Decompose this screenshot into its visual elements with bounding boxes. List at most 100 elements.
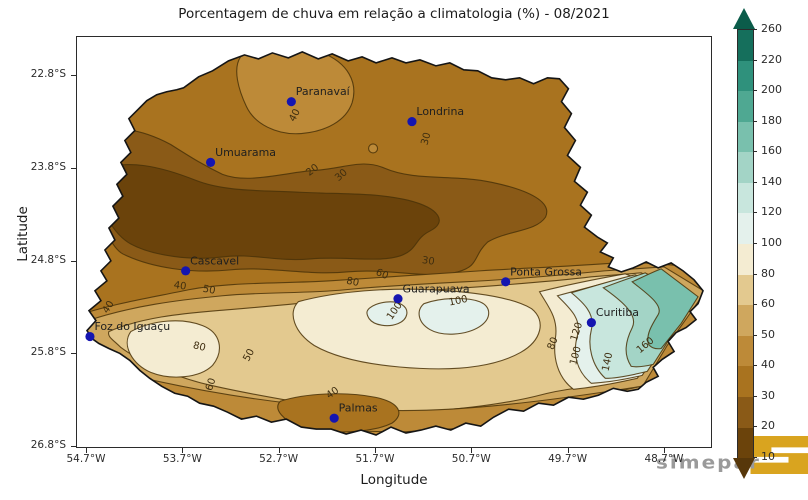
colorbar-segment (738, 274, 753, 306)
region-paranavai-40-50 (236, 51, 355, 135)
colorbar-tick-mark (753, 29, 757, 30)
x-tick-mark (663, 448, 665, 453)
colorbar (737, 29, 754, 459)
x-tick-label: 50.7°W (451, 453, 491, 465)
colorbar-tick-mark (753, 151, 757, 153)
city-dot (407, 117, 417, 127)
colorbar-tick-mark (753, 334, 757, 336)
chart-title: Porcentagem de chuva em relação a climat… (178, 6, 610, 22)
contour-value-label: 80 (345, 276, 360, 289)
contour-value-label: 80 (192, 340, 207, 354)
small-contour-ring (368, 143, 379, 154)
colorbar-tick-label: 60 (761, 297, 775, 311)
x-tick-mark (86, 448, 87, 453)
region-guarapuava-100-b (418, 298, 490, 335)
colorbar-segment (738, 121, 753, 153)
colorbar-tick-label: 10 (761, 450, 775, 463)
region-guarapuava-100-a (366, 301, 408, 327)
colorbar-tick-label: 220 (761, 52, 782, 66)
x-tick-label: 52.7°W (259, 453, 299, 465)
region-west-80-100 (126, 320, 220, 378)
colorbar-segment (738, 30, 753, 61)
x-tick-label: 51.7°W (355, 453, 395, 465)
colorbar-segment (738, 60, 753, 92)
y-tick-label: 25.8°S (30, 346, 66, 359)
colorbar-tick-label: 120 (761, 205, 782, 219)
colorbar-over-arrow (733, 8, 755, 29)
y-tick-label: 23.8°S (30, 160, 66, 173)
y-tick-label: 26.8°S (30, 439, 66, 451)
y-tick-mark (71, 260, 76, 262)
colorbar-tick-label: 80 (761, 266, 775, 280)
city-dot (393, 294, 403, 304)
city-label: Londrina (416, 105, 464, 118)
y-axis-label: Latitude (15, 206, 31, 262)
city-dot (286, 97, 296, 107)
map-plot-area: 40 30 20 30 30 60 80 40 40 50 80 50 60 40 100 100 80 100 1… (76, 36, 808, 474)
colorbar-tick-mark (753, 212, 757, 214)
colorbar-tick-mark (753, 395, 757, 397)
city-dot (205, 157, 216, 167)
contour-value-label: 30 (420, 131, 434, 146)
contour-value-label: 50 (202, 284, 216, 297)
colorbar-segment (738, 182, 753, 214)
colorbar-tick-mark (753, 365, 757, 367)
colorbar-segment (738, 91, 753, 122)
colorbar-segment (738, 335, 753, 367)
contour-value-label: 60 (204, 377, 218, 392)
city-label: Foz do Iguaçu (94, 320, 170, 333)
city-label: Guarapuava (402, 282, 469, 295)
colorbar-segment (738, 396, 753, 428)
x-tick-label: 53.7°W (162, 453, 202, 465)
colorbar-tick-mark (753, 90, 757, 92)
y-tick-mark (71, 75, 76, 76)
colorbar-tick-label: 160 (761, 144, 782, 158)
city-label: Umuarama (215, 146, 276, 159)
x-tick-mark (567, 448, 569, 453)
contour-value-label: 60 (374, 267, 390, 282)
city-label: Ponta Grossa (510, 265, 582, 278)
colorbar-tick-mark (753, 120, 757, 122)
x-tick-mark (471, 448, 473, 453)
colorbar-tick-label: 30 (761, 388, 775, 402)
colorbar-tick-mark (753, 426, 757, 428)
colorbar-tick-mark (753, 59, 757, 61)
y-tick-label: 22.8°S (30, 68, 66, 80)
y-tick-mark (71, 446, 76, 447)
colorbar-tick-label: 40 (761, 358, 775, 372)
colorbar-segment (738, 152, 753, 183)
region-east-160-180 (631, 268, 699, 350)
colorbar-segment (738, 244, 753, 275)
colorbar-segment (738, 305, 753, 336)
colorbar-tick-mark (753, 243, 757, 244)
colorbar-tick-label: 100 (761, 236, 782, 249)
x-tick-label: 48.7°W (644, 453, 684, 465)
city-dot (586, 318, 596, 328)
contour-value-label: 50 (241, 347, 257, 363)
city-layer: Paranavaí Londrina Umuarama Cascavel Ponta G… (85, 85, 639, 423)
contour-value-label: 40 (173, 280, 187, 293)
colorbar-tick-mark (753, 273, 757, 275)
colorbar-segment (738, 366, 753, 397)
colorbar-tick-label: 200 (761, 83, 782, 97)
y-tick-mark (71, 167, 76, 169)
x-axis-label: Longitude (360, 472, 428, 488)
x-tick-mark (278, 448, 280, 453)
contour-value-label: 80 (546, 336, 561, 352)
colorbar-under-arrow (733, 458, 755, 479)
city-dot (329, 413, 339, 423)
city-label: Palmas (339, 402, 378, 415)
region-10-20 (97, 164, 440, 261)
x-tick-label: 49.7°W (548, 453, 588, 465)
city-dot (181, 266, 191, 276)
contour-value-label: 100 (568, 345, 584, 366)
contour-regions (86, 51, 704, 436)
city-dot (85, 331, 95, 342)
contour-value-label: 40 (287, 107, 303, 123)
y-tick-mark (71, 353, 76, 355)
y-tick-label: 24.8°S (30, 253, 66, 266)
colorbar-tick-label: 180 (761, 113, 782, 127)
